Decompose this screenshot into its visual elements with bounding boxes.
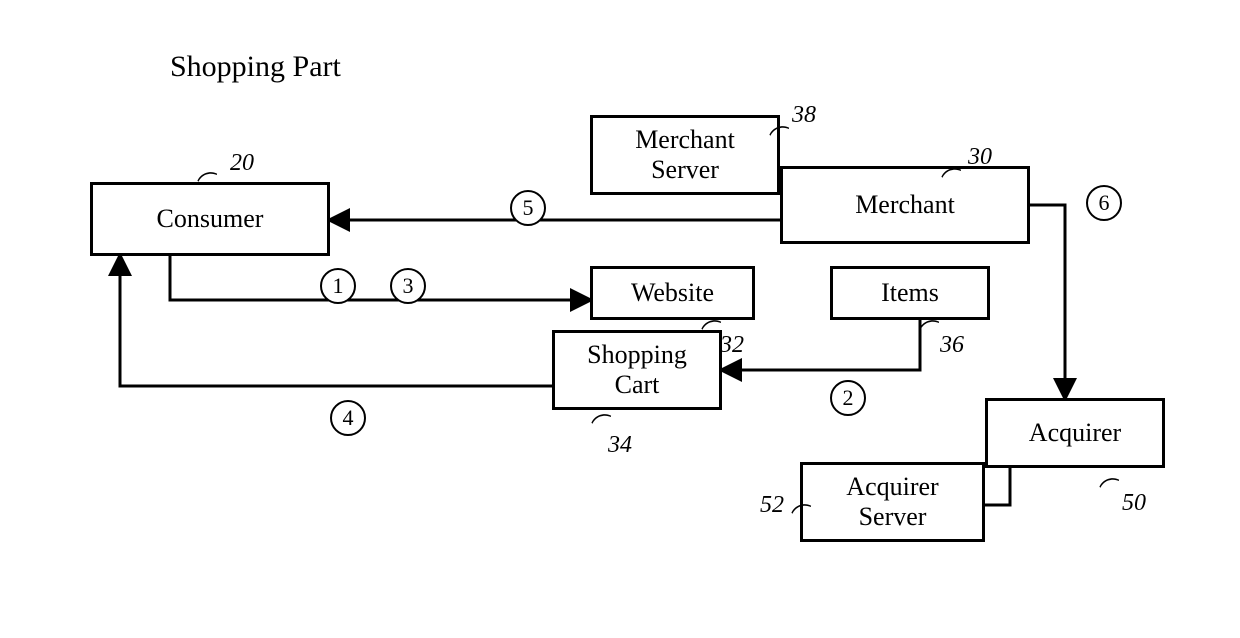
edge-aq_as	[985, 468, 1010, 505]
step-2: 2	[830, 380, 866, 416]
edge-e6	[1030, 205, 1065, 398]
ref-acquirer_server: 52	[760, 492, 784, 519]
node-items: Items	[830, 266, 990, 320]
step-4: 4	[330, 400, 366, 436]
node-label: Acquirer Server	[846, 472, 938, 532]
ref-consumer: 20	[230, 150, 254, 177]
node-website: Website	[590, 266, 755, 320]
node-shopping_cart: Shopping Cart	[552, 330, 722, 410]
node-label: Consumer	[157, 204, 264, 234]
ref-merchant: 30	[968, 144, 992, 171]
step-3: 3	[390, 268, 426, 304]
node-label: Items	[881, 278, 939, 308]
step-6: 6	[1086, 185, 1122, 221]
edge-e1_3	[170, 256, 590, 300]
edge-e2	[722, 320, 920, 370]
ref-acquirer: 50	[1122, 490, 1146, 517]
node-acquirer: Acquirer	[985, 398, 1165, 468]
node-label: Shopping Cart	[587, 340, 687, 400]
node-merchant: Merchant	[780, 166, 1030, 244]
diagram-canvas: Shopping Part Consumer Merchant Server Mer…	[0, 0, 1240, 638]
node-label: Merchant Server	[635, 125, 735, 185]
node-label: Acquirer	[1029, 418, 1121, 448]
node-merchant_server: Merchant Server	[590, 115, 780, 195]
node-acquirer_server: Acquirer Server	[800, 462, 985, 542]
step-1: 1	[320, 268, 356, 304]
node-label: Website	[631, 278, 714, 308]
step-5: 5	[510, 190, 546, 226]
node-label: Merchant	[855, 190, 955, 220]
diagram-title: Shopping Part	[170, 50, 341, 84]
ref-merchant_server: 38	[792, 102, 816, 129]
